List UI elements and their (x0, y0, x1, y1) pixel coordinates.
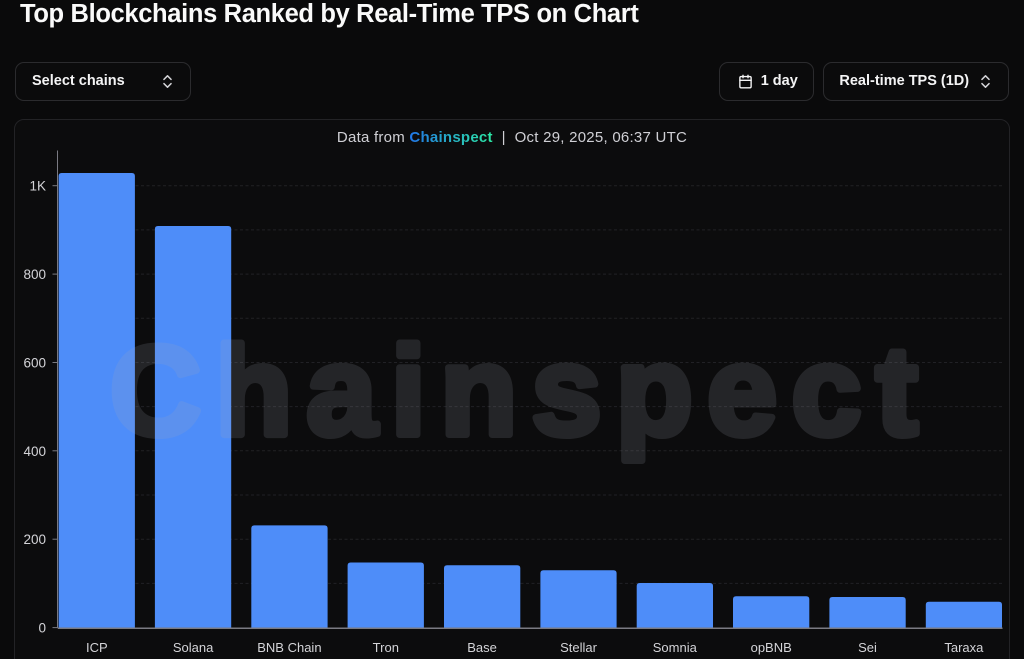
svg-text:Tron: Tron (373, 640, 399, 655)
svg-text:400: 400 (23, 444, 46, 459)
svg-text:ICP: ICP (86, 640, 108, 655)
svg-text:200: 200 (23, 532, 46, 547)
svg-text:Stellar: Stellar (560, 640, 598, 655)
svg-text:600: 600 (23, 356, 46, 371)
svg-text:BNB Chain: BNB Chain (257, 640, 321, 655)
svg-text:Somnia: Somnia (653, 640, 698, 655)
svg-text:800: 800 (23, 267, 46, 282)
svg-text:Chainspect: Chainspect (110, 321, 932, 462)
svg-text:1K: 1K (29, 179, 46, 194)
svg-text:opBNB: opBNB (751, 640, 792, 655)
svg-text:Taraxa: Taraxa (944, 640, 984, 655)
svg-text:Solana: Solana (173, 640, 214, 655)
svg-text:0: 0 (38, 621, 46, 636)
svg-text:Base: Base (467, 640, 497, 655)
svg-text:Sei: Sei (858, 640, 877, 655)
